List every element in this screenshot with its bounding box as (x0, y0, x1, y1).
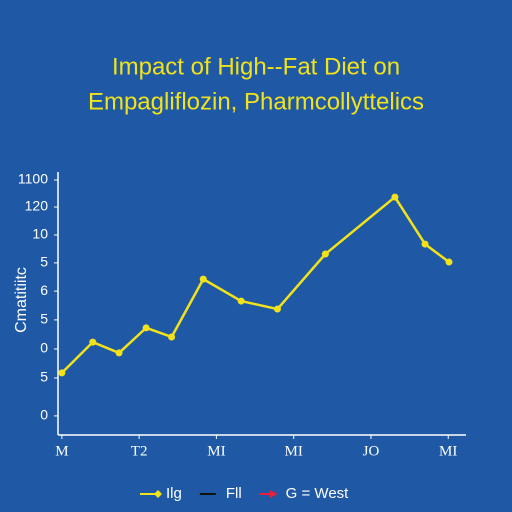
point (273, 305, 281, 313)
legend-label: Ilg (166, 485, 182, 502)
point (142, 324, 150, 332)
point (237, 297, 245, 305)
x-tick-label: MI (439, 443, 457, 459)
y-tick-label: 120 (25, 198, 49, 214)
chart-title: Impact of High--Fat Diet on (112, 53, 400, 80)
y-tick-label: 5 (40, 254, 48, 270)
y-tick-label: 6 (40, 282, 48, 298)
point (58, 369, 66, 377)
legend-marker (154, 490, 162, 498)
x-tick-label: MI (207, 443, 225, 459)
y-axis-label: Cmatitiitc (13, 267, 30, 333)
chart-title: Empagliflozin, Pharmcollyttelics (88, 88, 424, 115)
point (391, 193, 399, 201)
x-tick-label: MI (285, 443, 303, 459)
point (168, 333, 176, 341)
x-tick-label: M (55, 443, 68, 459)
x-tick-label: JO (363, 443, 380, 459)
line (60, 195, 450, 374)
y-tick-label: 0 (40, 407, 48, 423)
y-tick-label: 10 (32, 226, 48, 242)
y-tick-label: 5 (40, 369, 48, 385)
point (445, 258, 453, 266)
y-tick-label: 1100 (18, 171, 48, 187)
point (115, 349, 123, 357)
legend-label: Fll (226, 485, 242, 502)
x-tick-label: T2 (131, 443, 148, 459)
legend-marker (269, 490, 278, 498)
legend-label: G = West (286, 485, 349, 502)
y-tick-label: 5 (40, 311, 48, 327)
point (321, 250, 329, 258)
y-tick-label: 0 (40, 340, 48, 356)
point (89, 338, 97, 346)
point (199, 275, 207, 283)
point (421, 240, 429, 248)
